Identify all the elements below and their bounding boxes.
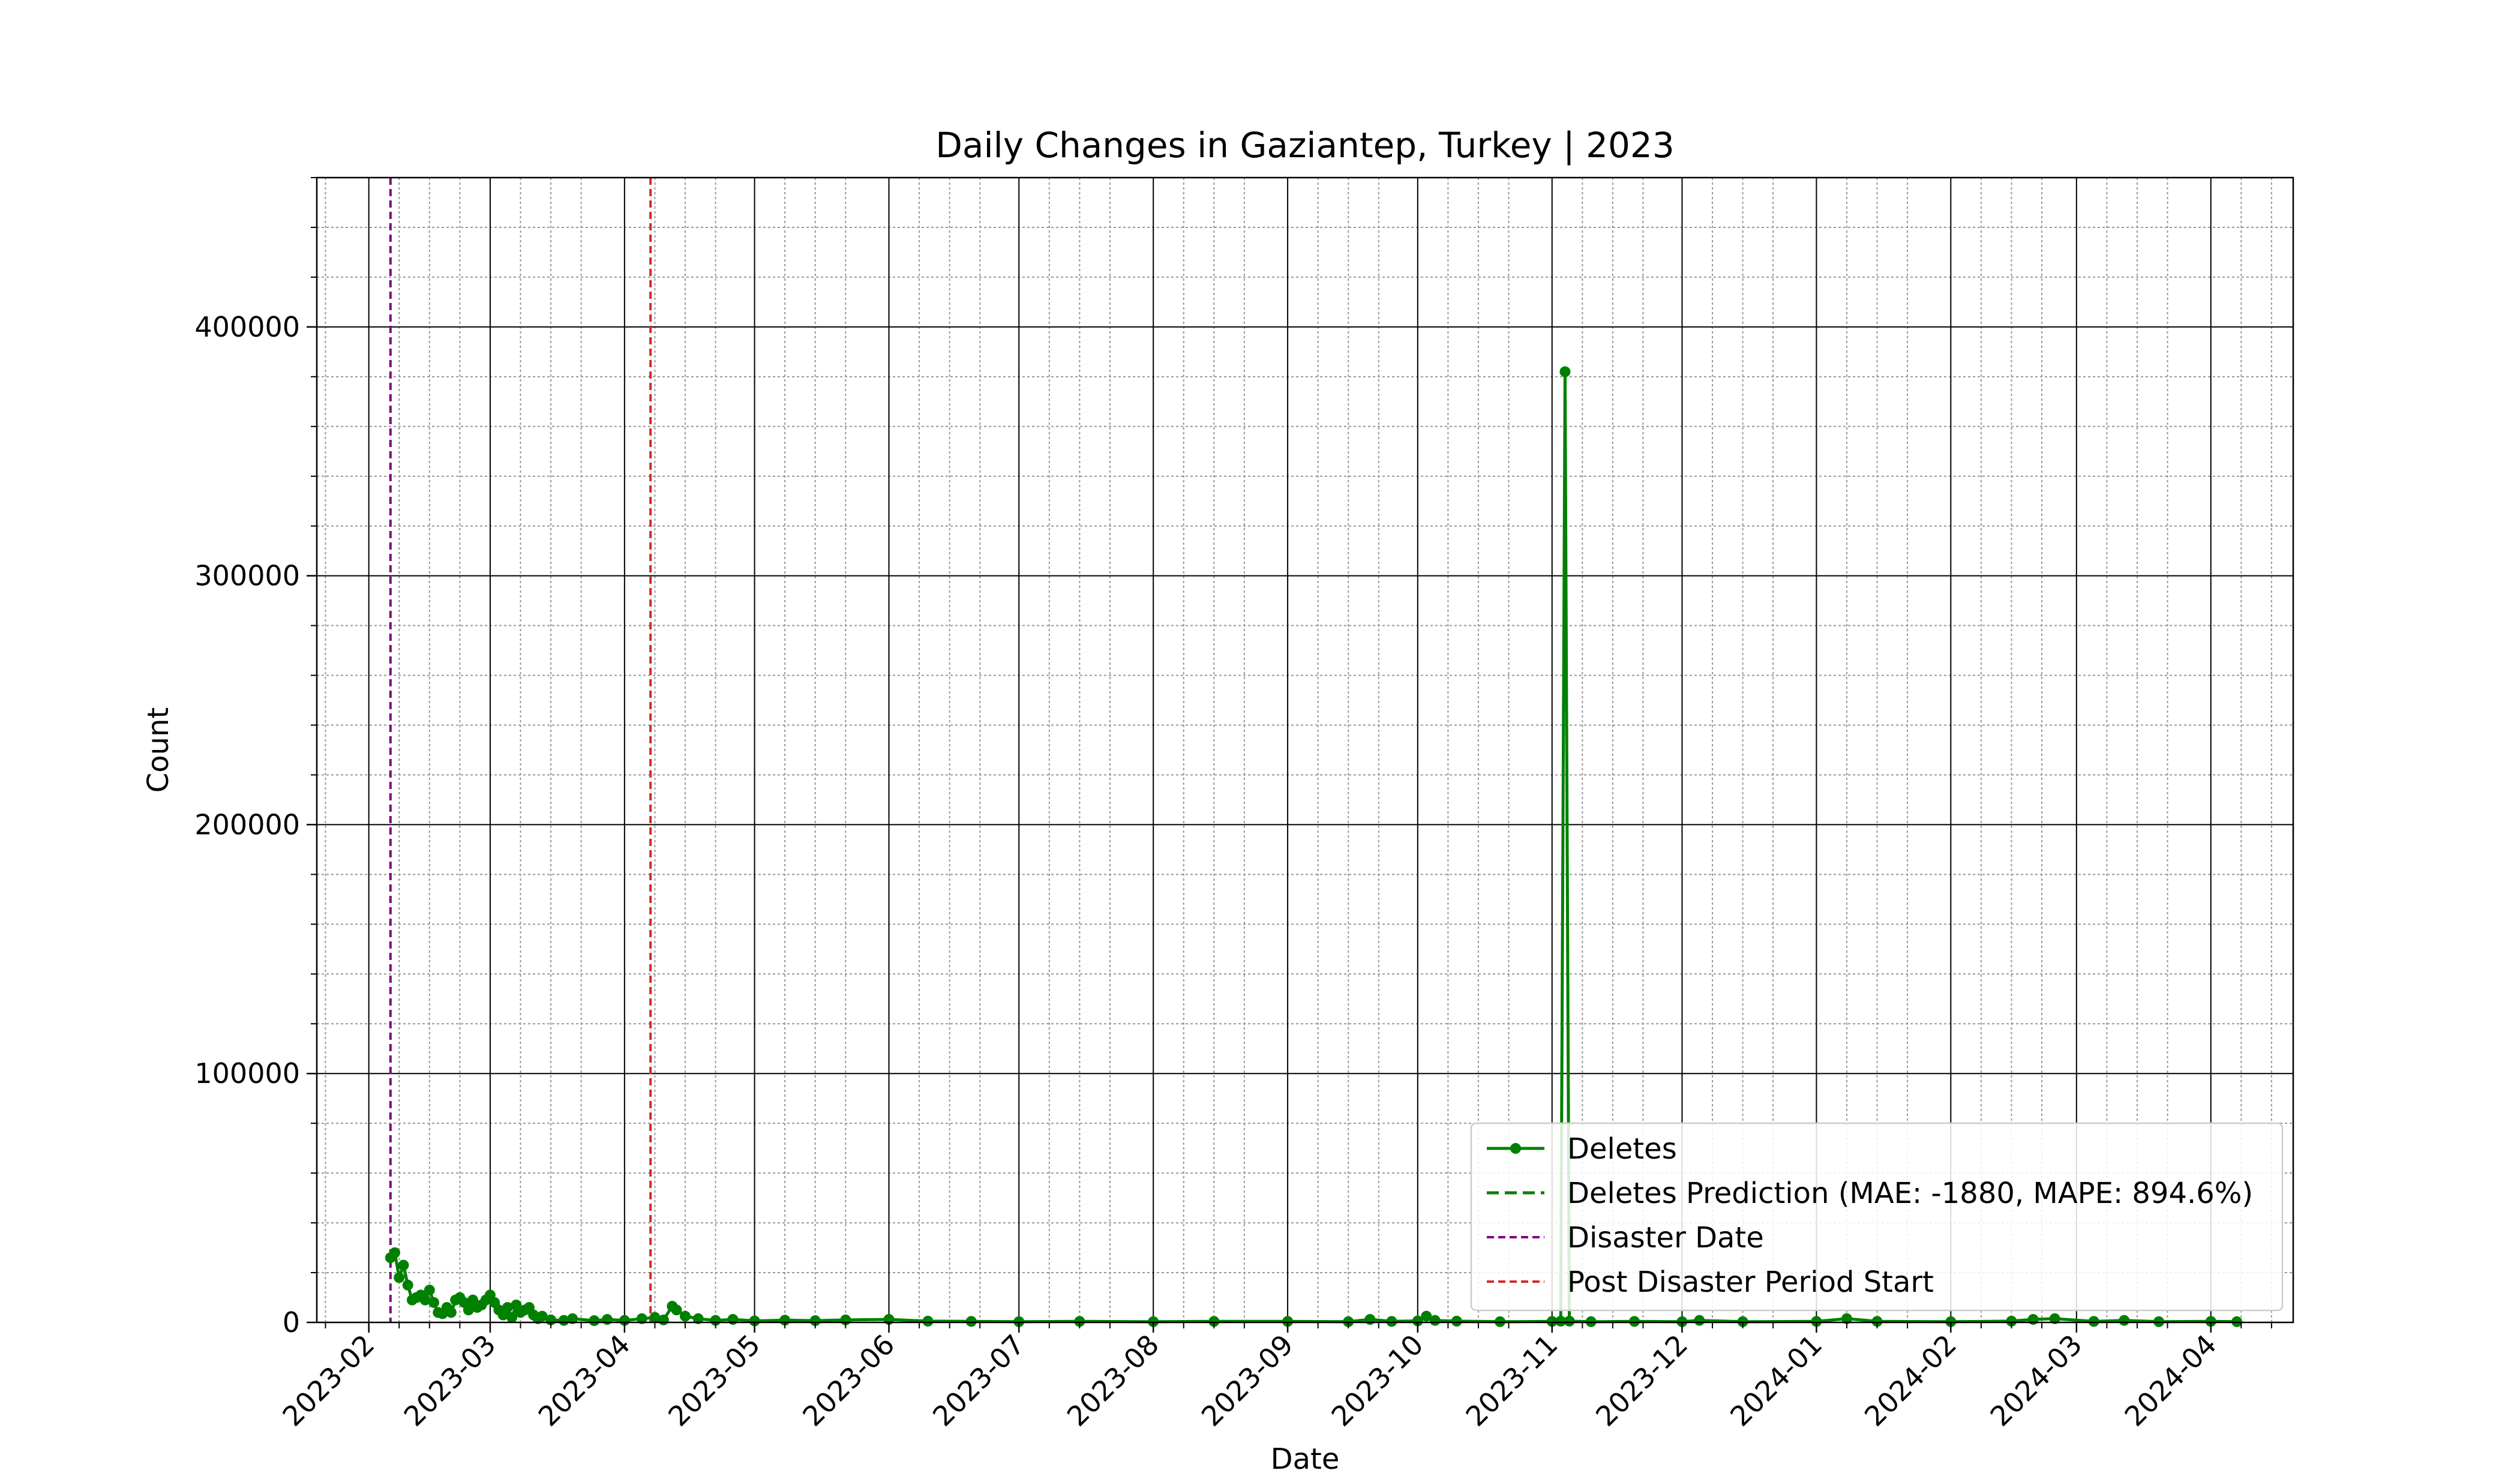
data-point-deletes [1364, 1314, 1376, 1325]
series-layer [385, 366, 2243, 1327]
x-tick-label: 2023-06 [796, 1328, 901, 1433]
data-point-deletes [658, 1314, 669, 1325]
legend-entry-disaster-date: Disaster Date [1487, 1221, 1764, 1255]
x-tick-label: 2023-05 [662, 1328, 766, 1433]
data-point-deletes [1555, 1315, 1567, 1327]
x-tick-label: 2023-12 [1589, 1328, 1694, 1433]
minor-grid [317, 177, 2293, 1322]
data-point-deletes [601, 1314, 613, 1325]
data-point-deletes [2027, 1314, 2039, 1325]
x-tick-label: 2024-01 [1724, 1328, 1828, 1433]
x-axis: 2023-02 2023-03 2023-04 2023-05 2023-06 2023-… [276, 1322, 2272, 1433]
data-point-deletes [445, 1307, 457, 1318]
data-point-deletes [1429, 1315, 1441, 1326]
data-point-deletes [1694, 1315, 1705, 1326]
y-tick-label: 100000 [194, 1057, 300, 1090]
x-tick-label: 2023-02 [276, 1328, 380, 1433]
data-point-deletes [1811, 1316, 1822, 1327]
data-point-deletes [1564, 1315, 1575, 1327]
legend-label-deletes: Deletes [1567, 1132, 1677, 1166]
data-point-deletes [680, 1310, 691, 1322]
data-point-deletes [2119, 1315, 2130, 1326]
legend-entry-deletes-prediction: Deletes Prediction (MAE: -1880, MAPE: 89… [1487, 1177, 2253, 1210]
data-point-deletes [389, 1247, 401, 1258]
y-axis: 0 100000 200000 300000 400000 [194, 177, 317, 1339]
data-point-deletes [1421, 1310, 1432, 1322]
legend-label-post-disaster: Post Disaster Period Start [1567, 1265, 1934, 1299]
data-point-deletes [1074, 1316, 1085, 1327]
x-tick-label: 2023-11 [1459, 1328, 1564, 1433]
data-point-deletes [965, 1316, 977, 1327]
y-tick-label: 0 [283, 1306, 300, 1339]
data-point-deletes [1282, 1316, 1294, 1327]
legend-label-deletes-prediction: Deletes Prediction (MAE: -1880, MAPE: 89… [1567, 1177, 2253, 1210]
x-tick-label: 2024-03 [1984, 1328, 2089, 1433]
data-point-deletes [463, 1304, 474, 1316]
x-tick-label: 2023-07 [926, 1328, 1031, 1433]
major-grid [317, 178, 2293, 1323]
data-point-deletes [1841, 1313, 1852, 1324]
data-point-deletes [2205, 1316, 2216, 1327]
data-point-deletes [502, 1302, 513, 1313]
data-point-deletes [506, 1312, 518, 1323]
data-point-deletes [567, 1313, 578, 1324]
legend-entry-post-disaster: Post Disaster Period Start [1487, 1265, 1934, 1299]
x-tick-label: 2023-10 [1325, 1328, 1430, 1433]
data-point-deletes [1386, 1316, 1397, 1327]
y-tick-label: 300000 [194, 560, 300, 592]
data-point-deletes [589, 1315, 600, 1327]
data-point-deletes [2006, 1315, 2017, 1327]
data-point-deletes [649, 1312, 661, 1323]
data-point-deletes [671, 1304, 682, 1316]
data-point-deletes [428, 1297, 440, 1308]
data-point-deletes [692, 1313, 704, 1324]
x-tick-label: 2024-02 [1858, 1328, 1963, 1433]
legend-entry-deletes: Deletes [1487, 1132, 1677, 1166]
data-point-deletes [1412, 1315, 1423, 1327]
x-tick-label: 2023-04 [532, 1328, 637, 1433]
data-point-deletes [424, 1285, 435, 1296]
chart-title: Daily Changes in Gaziantep, Turkey | 202… [935, 125, 1674, 166]
x-tick-label: 2024-04 [2118, 1328, 2222, 1433]
data-point-deletes [1871, 1316, 1883, 1327]
data-point-deletes [2049, 1313, 2060, 1324]
x-tick-label: 2023-09 [1195, 1328, 1300, 1433]
data-point-deletes [1208, 1316, 1220, 1327]
legend-box [1470, 1122, 2284, 1312]
legend-label-disaster-date: Disaster Date [1567, 1221, 1764, 1255]
data-point-deletes [1559, 366, 1571, 377]
legend-marker-deletes [1510, 1143, 1521, 1154]
data-point-deletes [922, 1315, 934, 1327]
y-tick-label: 200000 [194, 808, 300, 841]
data-point-deletes [1629, 1316, 1640, 1327]
data-point-deletes [419, 1294, 431, 1306]
data-point-deletes [727, 1314, 739, 1325]
y-tick-label: 400000 [194, 311, 300, 343]
data-point-deletes [749, 1315, 760, 1327]
data-point-deletes [1546, 1316, 1558, 1327]
data-point-deletes [636, 1313, 647, 1324]
data-point-deletes [394, 1272, 405, 1283]
data-point-deletes [809, 1315, 821, 1327]
plot-frame [316, 176, 2294, 1324]
x-tick-label: 2023-03 [398, 1328, 502, 1433]
reference-lines [389, 178, 652, 1322]
y-axis-label: Count [142, 707, 175, 793]
data-point-deletes [398, 1259, 409, 1271]
x-axis-label: Date [1271, 1442, 1340, 1470]
legend: Deletes Deletes Prediction (MAE: -1880, … [1470, 1122, 2284, 1312]
data-point-deletes [536, 1310, 548, 1322]
data-point-deletes [2088, 1316, 2099, 1327]
data-point-deletes [402, 1279, 413, 1291]
x-tick-label: 2023-08 [1061, 1328, 1165, 1433]
data-point-deletes [1451, 1315, 1462, 1327]
